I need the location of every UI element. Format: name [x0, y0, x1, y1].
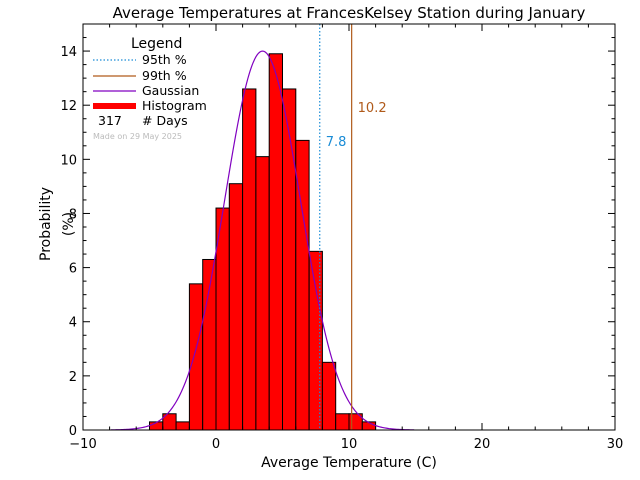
histogram-bar: [255, 156, 270, 431]
histogram-bar: [188, 283, 204, 431]
y-tick-label: 0: [69, 424, 77, 439]
legend-label-99th: 99th %: [142, 68, 187, 83]
histogram-bar: [202, 258, 217, 431]
legend-label-95th: 95th %: [142, 52, 187, 67]
plot-area: [110, 50, 415, 431]
gaussian-curve: [110, 50, 415, 431]
histogram-bar: [335, 413, 350, 431]
made-on-note: Made on 29 May 2025: [93, 132, 182, 141]
y-axis: 0 2 4 6 8 10 12 14: [60, 37, 615, 439]
x-tick-label: −10: [69, 437, 96, 452]
histogram-bar: [175, 421, 190, 431]
histogram-bar: [268, 53, 284, 431]
y-tick-label: 8: [69, 207, 77, 222]
legend-label-gaussian: Gaussian: [142, 83, 199, 98]
x-tick-label: 0: [212, 437, 220, 452]
histogram-bar: [228, 183, 244, 431]
legend-days-count: 317: [98, 113, 122, 128]
percentile-label-99th: 10.2: [358, 101, 387, 116]
x-axis: −10 0 10 20 30: [69, 24, 623, 452]
y-tick-label: 4: [69, 316, 77, 331]
y-axis-unit: (%): [61, 212, 77, 236]
y-tick-label: 12: [60, 99, 77, 114]
chart-title: Average Temperatures at FrancesKelsey St…: [113, 4, 586, 22]
y-tick-label: 6: [69, 262, 77, 277]
histogram-bar: [321, 361, 337, 431]
x-axis-label: Average Temperature (C): [261, 455, 437, 471]
histogram-bar: [242, 88, 257, 431]
x-tick-label: 20: [474, 437, 491, 452]
legend: Legend 95th % 99th % Gaussian Histogram …: [93, 36, 207, 141]
y-tick-label: 10: [60, 153, 77, 168]
legend-days-label: # Days: [142, 113, 188, 128]
y-axis-label: Probability: [38, 187, 54, 261]
histogram-bar: [308, 250, 323, 431]
legend-title: Legend: [131, 36, 182, 52]
x-tick-label: 30: [607, 437, 624, 452]
y-tick-label: 14: [60, 45, 77, 60]
x-tick-label: 10: [341, 437, 358, 452]
histogram-bar: [282, 88, 297, 431]
annotations: 7.8 10.2: [319, 24, 387, 430]
percentile-label-95th: 7.8: [326, 135, 347, 150]
legend-label-histogram: Histogram: [142, 98, 207, 113]
y-tick-label: 2: [69, 370, 77, 385]
